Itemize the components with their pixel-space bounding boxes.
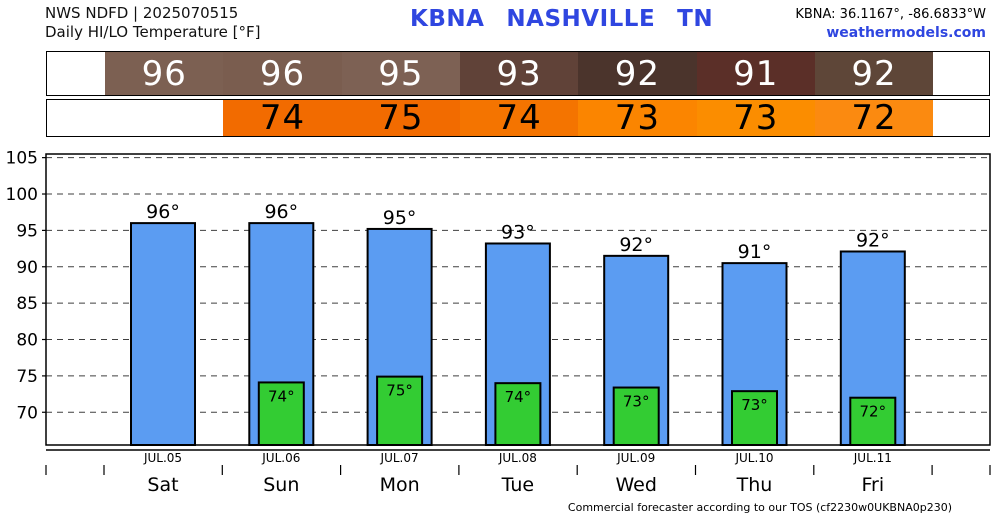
y-tick-label: 70: [16, 403, 38, 423]
low-temp-cell: 74: [223, 98, 342, 138]
model-run-label: NWS NDFD | 2025070515: [45, 4, 239, 22]
low-temp-cell: 72: [814, 98, 934, 138]
date-label: JUL.10: [734, 451, 773, 465]
low-temp-bar: [376, 375, 424, 447]
high-temp-label: 92°: [856, 229, 890, 251]
high-temp-label: 92°: [619, 234, 653, 256]
temperature-chart: 70 75 80 85 90 95 100 105 96° 96° 74° 95° 75° 93° 74° 9…: [6, 149, 991, 496]
low-temp-bar: [849, 396, 897, 446]
station-coords: KBNA: 36.1167°, -86.6833°W: [795, 7, 986, 22]
high-temp-cell: 93: [459, 52, 579, 95]
low-temp-strip: 74 75 74 73 73 72: [46, 98, 990, 138]
high-temp-cell: 92: [814, 52, 934, 95]
low-temp-label: 75°: [386, 382, 413, 400]
date-label: JUL.07: [380, 451, 419, 465]
high-temp-label: 95°: [383, 207, 417, 229]
y-tick-label: 95: [16, 221, 38, 241]
y-tick-label: 100: [6, 185, 38, 205]
low-temp-cell: 73: [578, 98, 697, 138]
low-temp-label: 74°: [268, 387, 295, 405]
high-temp-cell: 92: [578, 52, 697, 95]
low-temp-cell: 75: [341, 98, 461, 138]
state-name: TN: [677, 6, 714, 32]
low-temp-bar: [494, 382, 542, 447]
day-label: Fri: [861, 474, 884, 496]
high-temp-cell: 95: [341, 52, 461, 95]
low-temp-cell: 73: [696, 98, 815, 138]
city-name: NASHVILLE: [506, 6, 656, 32]
header-right: KBNA: 36.1167°, -86.6833°W weathermodels…: [795, 5, 986, 43]
high-temp-cell: 96: [105, 52, 224, 95]
high-temp-bar: [130, 222, 196, 446]
site-link[interactable]: weathermodels.com: [826, 25, 986, 41]
y-tick-label: 75: [16, 367, 38, 387]
low-temp-bar: [731, 390, 778, 446]
y-tick-label: 105: [6, 149, 38, 169]
day-label: Sun: [263, 474, 299, 496]
low-temp-bar: [257, 381, 305, 446]
day-label: Tue: [501, 474, 534, 496]
low-temp-bar: [612, 386, 660, 446]
low-temp-label: 74°: [505, 388, 532, 406]
low-temp-label: 73°: [623, 393, 650, 411]
high-temp-label: 91°: [738, 241, 772, 263]
date-label: JUL.09: [616, 451, 655, 465]
day-label: Wed: [615, 474, 656, 496]
high-temp-strip: 96 96 95 93 92 91 92: [46, 51, 990, 96]
y-tick-label: 80: [16, 331, 38, 351]
date-label: JUL.06: [261, 451, 300, 465]
station-title: KBNA NASHVILLE TN: [410, 6, 735, 32]
day-label: Mon: [380, 474, 420, 496]
low-temp-label: 72°: [860, 403, 887, 421]
high-temp-cell: 96: [223, 52, 342, 95]
date-label: JUL.05: [143, 451, 182, 465]
day-label: Sat: [147, 474, 178, 496]
low-temp-cell: 74: [459, 98, 579, 138]
station-code: KBNA: [410, 6, 485, 32]
footer-note: Commercial forecaster according to our T…: [567, 501, 952, 514]
header-left: NWS NDFD | 2025070515 Daily HI/LO Temper…: [45, 4, 261, 42]
y-tick-label: 85: [16, 294, 38, 314]
low-temp-label: 73°: [741, 396, 768, 414]
y-tick-label: 90: [16, 258, 38, 278]
date-label: JUL.08: [498, 451, 537, 465]
high-temp-label: 96°: [146, 201, 180, 223]
day-label: Thu: [736, 474, 773, 496]
high-temp-label: 93°: [501, 221, 535, 243]
high-temp-label: 96°: [264, 201, 298, 223]
high-temp-cell: 91: [696, 52, 815, 95]
product-label: Daily HI/LO Temperature [°F]: [45, 23, 261, 41]
date-label: JUL.11: [853, 451, 892, 465]
